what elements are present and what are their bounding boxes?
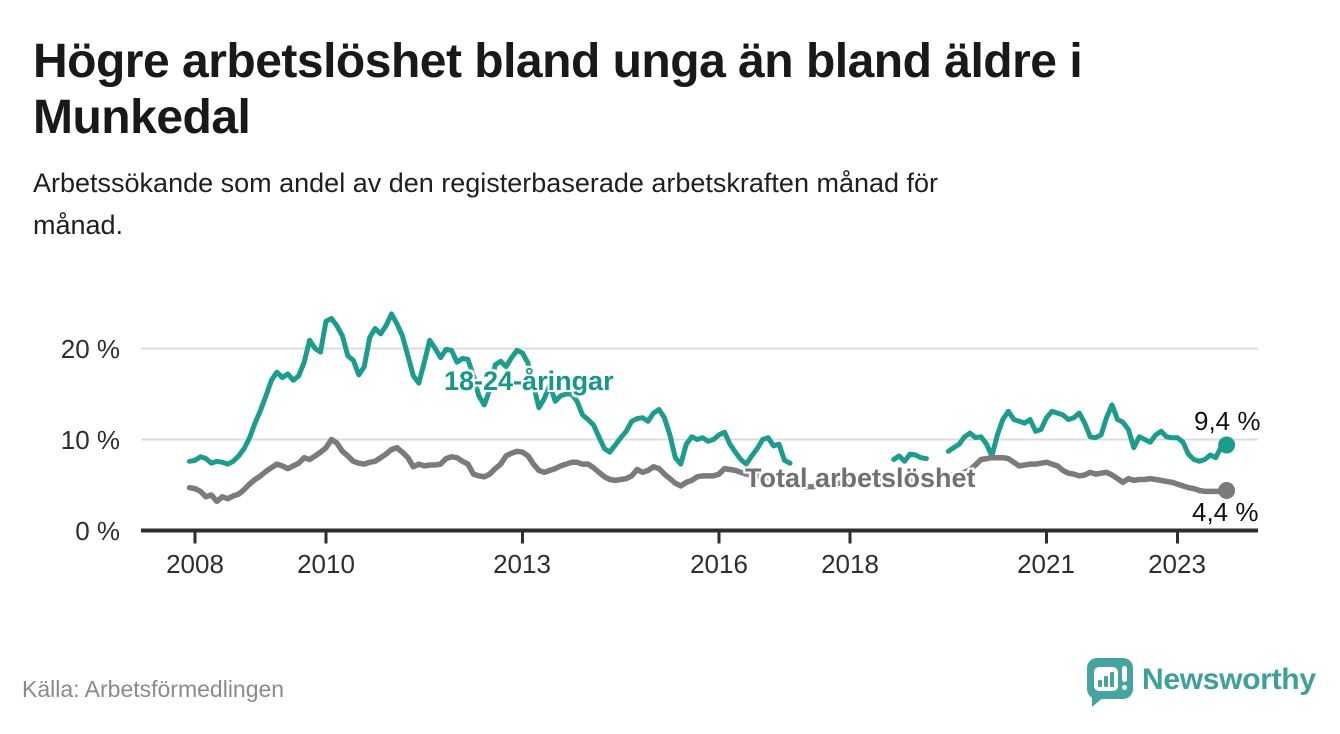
x-tick-label-2021: 2021 xyxy=(1017,549,1075,579)
end-value-total: 4,4 % xyxy=(1192,497,1259,527)
page-title: Högre arbetslöshet bland unga än bland ä… xyxy=(33,35,1083,144)
y-tick-label-10: 10 % xyxy=(60,425,120,455)
exclamation-icon xyxy=(1122,666,1127,682)
exclamation-dot xyxy=(1122,685,1127,690)
y-tick-label-0: 0 % xyxy=(75,516,120,546)
x-tick-label-2016: 2016 xyxy=(690,549,748,579)
chart-canvas xyxy=(141,311,1258,544)
newsworthy-logo: Newsworthy xyxy=(1087,658,1316,708)
x-tick-label-2008: 2008 xyxy=(166,549,224,579)
newsworthy-logo-icon xyxy=(1087,658,1133,707)
speech-bubble-tail xyxy=(1092,697,1104,707)
line-chart: 20 % 10 % 0 % 2008 2010 2013 2016 2018 2… xyxy=(0,280,1340,610)
x-tick-label-2023: 2023 xyxy=(1148,549,1206,579)
x-tick-label-2018: 2018 xyxy=(821,549,879,579)
y-tick-label-20: 20 % xyxy=(60,334,120,364)
bar-chart-icon xyxy=(1094,667,1118,691)
chart-subtitle: Arbetssökande som andel av den registerb… xyxy=(33,168,939,240)
source-note: Källa: Arbetsförmedlingen xyxy=(22,676,285,702)
end-value-young: 9,4 % xyxy=(1194,406,1261,436)
brand-name: Newsworthy xyxy=(1142,663,1316,696)
x-tick-label-2013: 2013 xyxy=(493,549,551,579)
series-label-young: 18-24-åringar xyxy=(444,366,614,396)
x-tick-label-2010: 2010 xyxy=(297,549,355,579)
series-label-total: Total arbetslöshet xyxy=(745,463,976,493)
